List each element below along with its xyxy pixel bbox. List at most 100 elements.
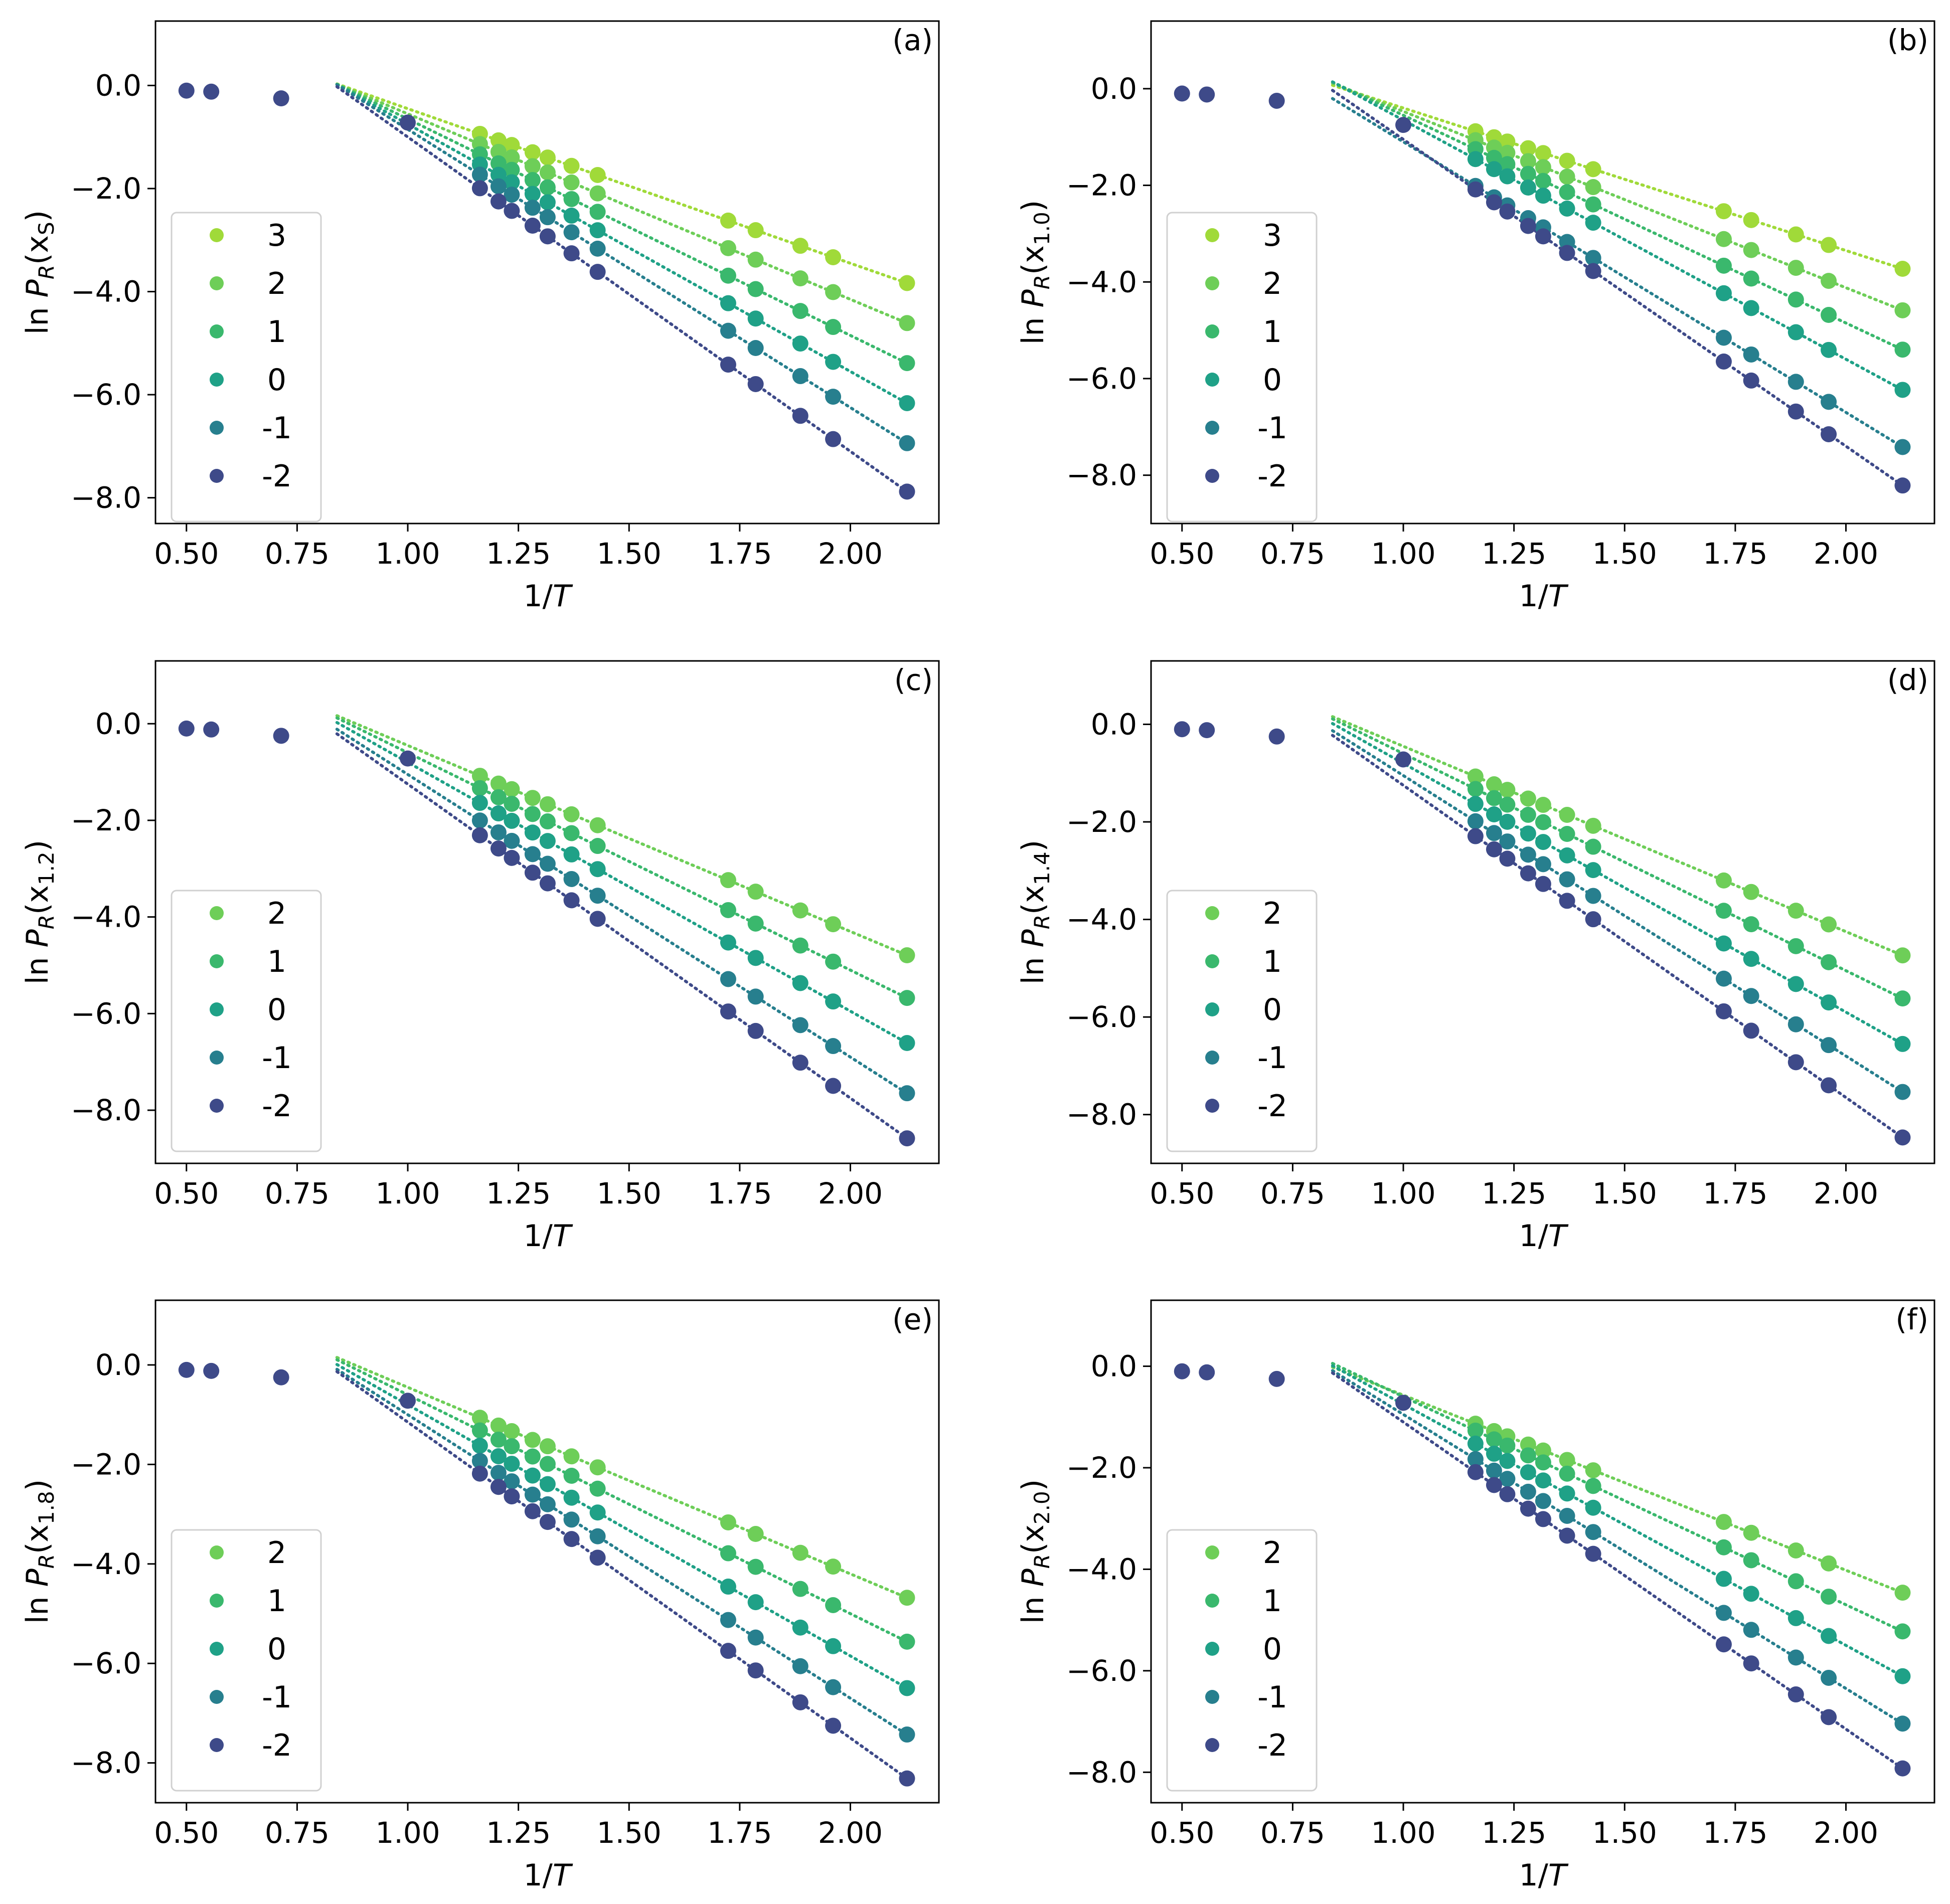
fit-lines [335, 714, 910, 1141]
point--2 [899, 1130, 915, 1147]
legend-box [171, 1529, 322, 1792]
point-0 [1535, 1472, 1551, 1489]
point--1 [539, 855, 556, 872]
legend-marker-0 [210, 1642, 224, 1656]
point--2 [1467, 828, 1484, 844]
point-1 [1715, 1539, 1732, 1555]
point-2 [1894, 1585, 1911, 1601]
y-tick-label: 0.0 [95, 68, 141, 102]
y-tick-label: 0.0 [1091, 707, 1137, 741]
data-points [1174, 85, 1911, 494]
point--2 [825, 431, 842, 447]
point--1 [589, 888, 606, 904]
point--1 [490, 178, 507, 195]
point-1 [524, 806, 541, 822]
point-0 [1894, 382, 1911, 398]
x-tick-label: 0.50 [154, 1816, 219, 1850]
data-points [178, 1361, 915, 1787]
fit-lines [335, 82, 910, 494]
point-2 [1520, 790, 1536, 807]
point--2 [490, 1479, 507, 1495]
point-3 [1499, 133, 1516, 150]
x-tick-label: 0.75 [265, 1816, 330, 1850]
point-2 [1715, 872, 1732, 889]
point-2 [1894, 947, 1911, 964]
panel-c: 0.50 0.75 1.00 1.25 1.50 1.75 2.00 0.0 −2.0 −4.0 −… [20, 660, 940, 1254]
point--2 [899, 483, 915, 500]
point--1 [899, 1085, 915, 1102]
point--2 [504, 203, 520, 219]
point--2 [1821, 1709, 1837, 1725]
point--2 [1535, 876, 1551, 892]
y-tick-label: −6.0 [71, 996, 141, 1030]
point-3 [539, 149, 556, 166]
point--2 [825, 1717, 842, 1734]
point-2 [1821, 1555, 1837, 1572]
point-1 [563, 1468, 580, 1484]
point-0 [1467, 796, 1484, 812]
point-1 [589, 1480, 606, 1497]
point--2 [1821, 1077, 1837, 1094]
point-common [273, 1369, 289, 1386]
fit-line-2 [335, 82, 910, 325]
point-2 [471, 768, 488, 784]
panel-tag: (b) [1887, 23, 1928, 57]
plot-frame [1150, 20, 1935, 525]
point--2 [589, 264, 606, 280]
point-2 [589, 185, 606, 202]
point-2 [1486, 776, 1502, 793]
point-3 [1559, 152, 1575, 169]
point--1 [524, 1486, 541, 1503]
point-3 [589, 166, 606, 183]
fit-line--2 [1331, 734, 1905, 1140]
point-2 [792, 1544, 808, 1561]
point--1 [1715, 970, 1732, 987]
point-1 [1715, 257, 1732, 274]
x-axis-label: 1/T [1519, 1858, 1568, 1893]
point-0 [1788, 976, 1804, 992]
point-2 [539, 1438, 556, 1455]
x-tick-label: 1.25 [486, 537, 551, 571]
legend-label-2: 2 [1263, 1535, 1282, 1571]
point-2 [1499, 782, 1516, 798]
legend-marker-0 [1205, 1002, 1219, 1016]
point--1 [1499, 833, 1516, 850]
x-tick-label: 1.25 [486, 1816, 551, 1850]
fit-lines [1331, 715, 1905, 1140]
point-2 [720, 240, 736, 256]
fit-line-1 [1331, 80, 1905, 352]
plot-frame [154, 20, 940, 525]
fit-line-3 [335, 82, 910, 285]
point-1 [1535, 1454, 1551, 1471]
point--2 [1535, 1511, 1551, 1527]
legend-marker--1 [210, 421, 224, 435]
point-1 [1743, 1552, 1759, 1569]
y-tick-label: −6.0 [1066, 362, 1137, 396]
y-tick-label: −2.0 [71, 803, 141, 837]
point-3 [899, 275, 915, 291]
point--1 [563, 224, 580, 241]
point--1 [1743, 988, 1759, 1004]
point-1 [589, 204, 606, 220]
point--1 [1535, 1493, 1551, 1509]
point-1 [792, 937, 808, 954]
point--1 [747, 988, 764, 1005]
point-3 [1535, 145, 1551, 161]
point--2 [471, 180, 488, 197]
point--1 [471, 1453, 488, 1469]
point--1 [899, 1726, 915, 1743]
point-1 [825, 953, 842, 970]
y-tick-label: −4.0 [71, 900, 141, 934]
point--2 [1486, 194, 1502, 211]
point--2 [1894, 477, 1911, 494]
fit-line-0 [335, 83, 910, 405]
legend-label--1: -1 [1257, 1680, 1287, 1715]
point-2 [720, 1514, 736, 1530]
legend-label-0: 0 [1263, 1632, 1282, 1667]
point-1 [539, 813, 556, 830]
point-0 [563, 208, 580, 224]
point-0 [1788, 324, 1804, 340]
point-common [273, 728, 289, 744]
point-1 [1821, 307, 1837, 323]
point--1 [1821, 1669, 1837, 1686]
